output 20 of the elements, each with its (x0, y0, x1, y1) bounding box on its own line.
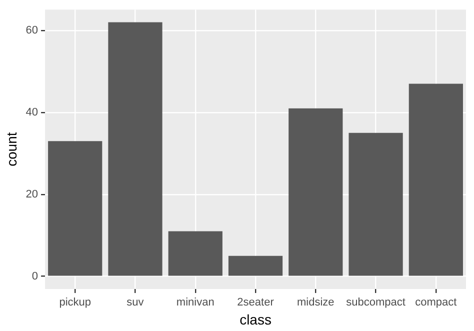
bar (228, 256, 283, 276)
bar (288, 108, 343, 276)
x-tick-label: pickup (59, 296, 92, 309)
bar (108, 22, 162, 276)
y-tick-label: 20 (26, 188, 38, 200)
x-tick-label: minivan (176, 296, 214, 309)
x-axis-title: class (240, 311, 272, 328)
bar (168, 231, 222, 276)
y-tick-label: 60 (26, 24, 38, 37)
x-tick-label: 2seater (237, 296, 274, 309)
x-tick-label: midsize (297, 296, 334, 309)
y-axis-title: count (3, 132, 20, 166)
bar (48, 141, 102, 276)
y-tick-label: 40 (26, 106, 38, 118)
x-tick-label: suv (126, 296, 144, 309)
bar (348, 132, 403, 276)
x-tick-label: subcompact (346, 296, 406, 309)
y-tick-label: 0 (32, 270, 38, 282)
bar (408, 84, 463, 276)
x-tick-label: compact (415, 296, 457, 309)
